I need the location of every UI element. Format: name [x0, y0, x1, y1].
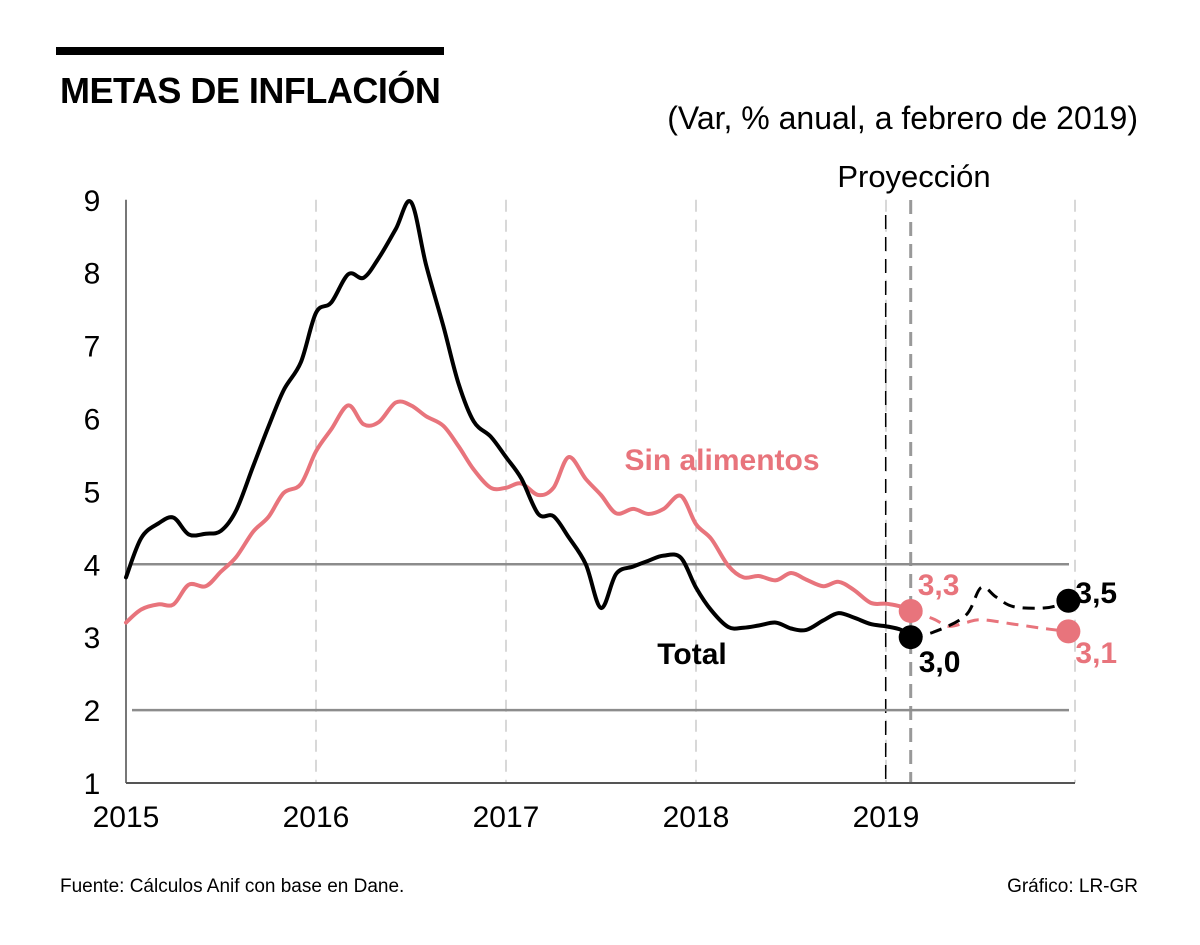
series-projection-total — [910, 585, 1070, 639]
series-label-total: Total — [657, 638, 726, 671]
y-tick-label: 8 — [84, 258, 101, 291]
y-tick-label: 9 — [84, 185, 101, 218]
series-layer — [124, 199, 1081, 650]
chart-title: METAS DE INFLACIÓN — [60, 70, 441, 111]
y-tick-label: 3 — [84, 622, 101, 655]
x-tick-label: 2019 — [853, 801, 920, 834]
data-point-sin-alimentos — [898, 598, 923, 623]
data-point-sin-alimentos — [1056, 619, 1081, 644]
y-tick-label: 6 — [84, 404, 101, 437]
y-tick-label: 7 — [84, 331, 101, 364]
source-note: Fuente: Cálculos Anif con base en Dane. — [60, 876, 405, 897]
series-label-sin-alimentos: Sin alimentos — [624, 444, 819, 477]
title-rule — [56, 47, 444, 55]
projection-label: Proyección — [837, 159, 990, 194]
graphic-credit: Gráfico: LR-GR — [1007, 876, 1138, 897]
y-tick-label: 2 — [84, 695, 101, 728]
grid-layer — [315, 199, 1076, 783]
series-line-total — [124, 199, 913, 640]
series-line-sin-alimentos — [124, 399, 913, 625]
x-tick-label: 2017 — [473, 801, 540, 834]
series-projection-sin-alimentos — [910, 609, 1069, 633]
value-label-sin-alimentos-end: 3,1 — [1075, 637, 1117, 670]
labels-layer: Proyección 3,0 3,5 3,3 3,1 Total Sin alimentos — [624, 159, 1117, 679]
y-tick-label: 4 — [84, 549, 101, 582]
axes: 1 2 3 4 5 6 7 8 9 2015 2016 2017 2018 2019 — [84, 185, 1075, 834]
data-point-total — [1056, 588, 1081, 613]
x-tick-label: 2016 — [283, 801, 350, 834]
y-tick-label: 5 — [84, 476, 101, 509]
value-label-total-start: 3,0 — [919, 646, 961, 679]
y-tick-label: 1 — [84, 768, 101, 801]
x-tick-label: 2018 — [663, 801, 730, 834]
target-band — [132, 563, 1069, 712]
value-label-sin-alimentos-start: 3,3 — [918, 569, 960, 602]
x-tick-label: 2015 — [93, 801, 160, 834]
chart-subtitle: (Var, % anual, a febrero de 2019) — [667, 100, 1138, 136]
value-label-total-end: 3,5 — [1075, 577, 1117, 610]
data-point-total — [898, 625, 923, 650]
